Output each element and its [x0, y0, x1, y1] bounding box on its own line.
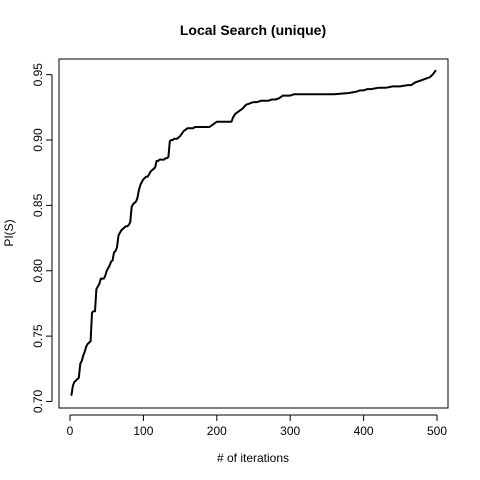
- x-tick-label: 500: [427, 424, 447, 438]
- chart-title: Local Search (unique): [180, 22, 326, 38]
- series-line: [70, 69, 437, 396]
- y-tick-label: 0.70: [31, 389, 45, 413]
- x-axis-label: # of iterations: [217, 451, 289, 465]
- x-axis: 0 100 200 300 400 500: [67, 414, 447, 438]
- plot-frame: [58, 58, 449, 409]
- series-group: [70, 69, 437, 396]
- x-tick-label: 400: [354, 424, 374, 438]
- y-axis: 0.70 0.75 0.80 0.85 0.90 0.95: [31, 63, 53, 413]
- x-tick-label: 0: [67, 424, 74, 438]
- y-tick-label: 0.80: [31, 259, 45, 283]
- y-tick-label: 0.75: [31, 324, 45, 348]
- x-tick-label: 200: [207, 424, 227, 438]
- y-tick-label: 0.95: [31, 63, 45, 87]
- y-tick-label: 0.90: [31, 128, 45, 152]
- y-tick-label: 0.85: [31, 193, 45, 217]
- y-axis-label: PI(S): [2, 219, 16, 246]
- x-tick-label: 100: [133, 424, 153, 438]
- x-tick-label: 300: [280, 424, 300, 438]
